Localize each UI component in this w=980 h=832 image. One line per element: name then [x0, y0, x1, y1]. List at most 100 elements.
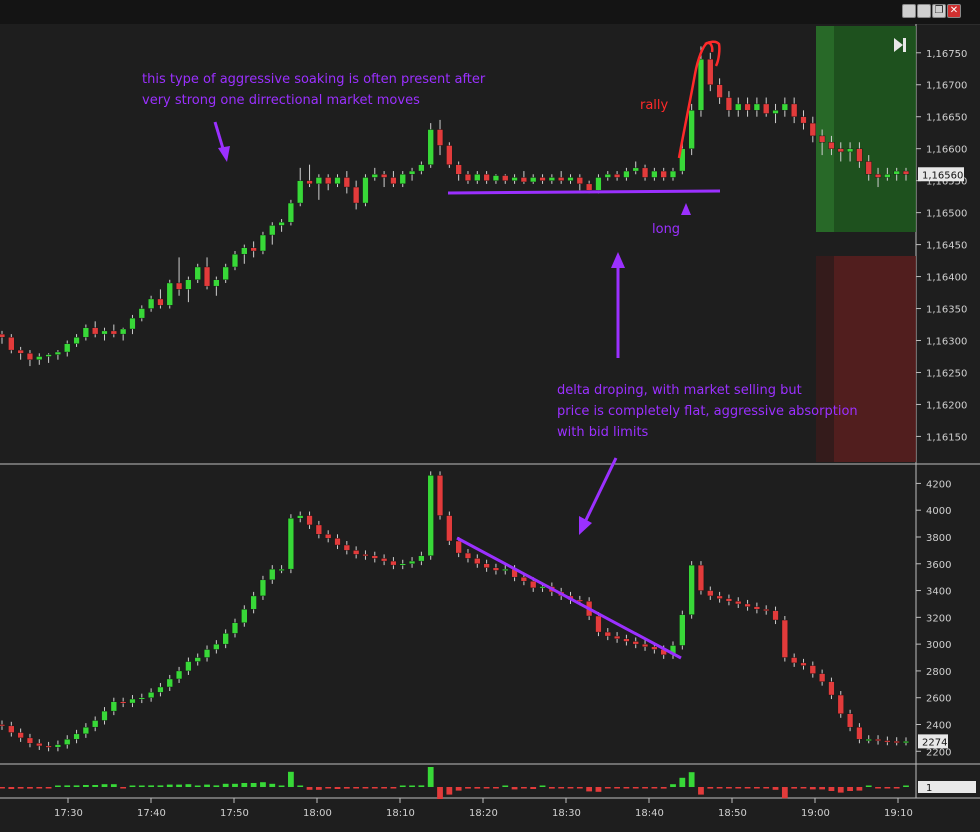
price-tick-label: 1,16450: [926, 241, 967, 252]
price-tick-label: 1,16400: [926, 273, 967, 284]
time-tick-label: 18:30: [552, 808, 581, 819]
volume-bar: [241, 783, 248, 787]
volume-bar: [213, 785, 220, 787]
delta-candle: [809, 665, 816, 674]
delta-candle: [427, 475, 434, 556]
volume-bar: [493, 787, 499, 789]
volume-bar: [726, 787, 732, 789]
delta-candle: [315, 524, 322, 535]
delta-candle: [250, 595, 257, 610]
time-tick-label: 18:00: [303, 808, 332, 819]
price-tick-label: 1,16500: [926, 209, 967, 220]
delta-candle: [334, 538, 341, 546]
delta-candle: [679, 614, 686, 646]
volume-bar: [278, 785, 285, 787]
annotation-delta-line3: with bid limits: [557, 425, 649, 440]
volume-bar: [502, 785, 509, 787]
price-candle: [250, 247, 257, 252]
price-candle: [455, 164, 462, 175]
price-candle: [82, 327, 89, 338]
price-candle: [73, 337, 80, 344]
price-candle: [231, 253, 239, 268]
delta-candle: [651, 646, 658, 650]
price-candle: [287, 202, 294, 223]
price-tick-label: 1,16350: [926, 305, 967, 316]
volume-bar: [0, 787, 5, 789]
volume-bar: [222, 783, 229, 787]
annotation-arrowhead-diag: [579, 516, 592, 535]
delta-candle: [623, 638, 630, 642]
delta-candle: [231, 622, 239, 634]
delta-candle: [353, 550, 360, 555]
volume-bar: [8, 787, 15, 789]
delta-candle: [45, 745, 52, 748]
delta-tick-label: 2800: [926, 667, 951, 678]
time-tick-label: 18:10: [386, 808, 415, 819]
skip-to-end-icon[interactable]: [894, 38, 906, 52]
price-tick-label: 1,16650: [926, 113, 967, 124]
delta-candle: [129, 698, 136, 704]
delta-candle: [408, 560, 416, 564]
delta-candle: [110, 701, 117, 712]
delta-tick-label: 4000: [926, 506, 951, 517]
volume-bar: [474, 787, 481, 789]
price-panel: [0, 24, 916, 462]
price-candle: [669, 170, 677, 178]
close-button[interactable]: ✕: [947, 4, 961, 18]
volume-bar: [362, 787, 369, 789]
price-candle: [297, 180, 304, 204]
price-candle: [735, 103, 742, 111]
volume-bar: [884, 787, 891, 789]
annotation-arrow-down: [213, 121, 226, 153]
price-candle: [26, 353, 34, 360]
volume-bar: [371, 787, 378, 789]
volume-bar: [185, 784, 192, 787]
annotation-arrowhead-up: [611, 252, 625, 268]
price-candle: [567, 177, 574, 181]
delta-candle: [278, 568, 285, 571]
price-candle: [539, 177, 546, 181]
delta-tick-label: 4200: [926, 479, 951, 490]
long-marker-icon: [681, 203, 691, 215]
price-candle: [259, 234, 267, 252]
volume-bar: [269, 783, 276, 787]
annotations: this type of aggressive soaking is often…: [142, 40, 858, 660]
price-candle: [157, 298, 164, 306]
delta-candle: [483, 563, 490, 568]
price-candle: [502, 175, 509, 181]
price-candle: [446, 145, 453, 165]
price-candle: [763, 103, 770, 114]
price-candle: [800, 116, 807, 124]
price-candle: [54, 351, 62, 355]
delta-candle: [269, 568, 276, 581]
price-candle: [138, 308, 145, 319]
price-candle: [511, 177, 518, 181]
price-candle: [353, 186, 360, 204]
price-candle: [809, 122, 816, 137]
restore-button[interactable]: ❐: [932, 4, 946, 18]
delta-candle: [455, 540, 462, 554]
delta-candle: [865, 739, 872, 741]
price-candle: [334, 177, 341, 185]
price-candle: [45, 354, 52, 357]
volume-bar: [409, 785, 415, 787]
price-candle: [772, 110, 779, 114]
volume-bar: [781, 787, 788, 799]
delta-candle: [800, 662, 807, 666]
volume-bar: [455, 787, 462, 791]
volume-bar: [465, 787, 471, 789]
volume-bar: [110, 784, 117, 787]
price-candle: [558, 177, 565, 181]
price-candle: [819, 135, 826, 143]
price-candle: [548, 177, 555, 181]
price-candle: [530, 177, 537, 183]
delta-candle: [362, 554, 369, 557]
volume-bar: [604, 787, 611, 789]
price-candle: [343, 177, 350, 188]
volume-bar: [660, 787, 667, 789]
price-candle: [110, 330, 117, 335]
minimize-button-2[interactable]: [917, 4, 931, 18]
minimize-button[interactable]: [902, 4, 916, 18]
delta-candle: [175, 670, 183, 680]
delta-candle: [539, 586, 546, 589]
